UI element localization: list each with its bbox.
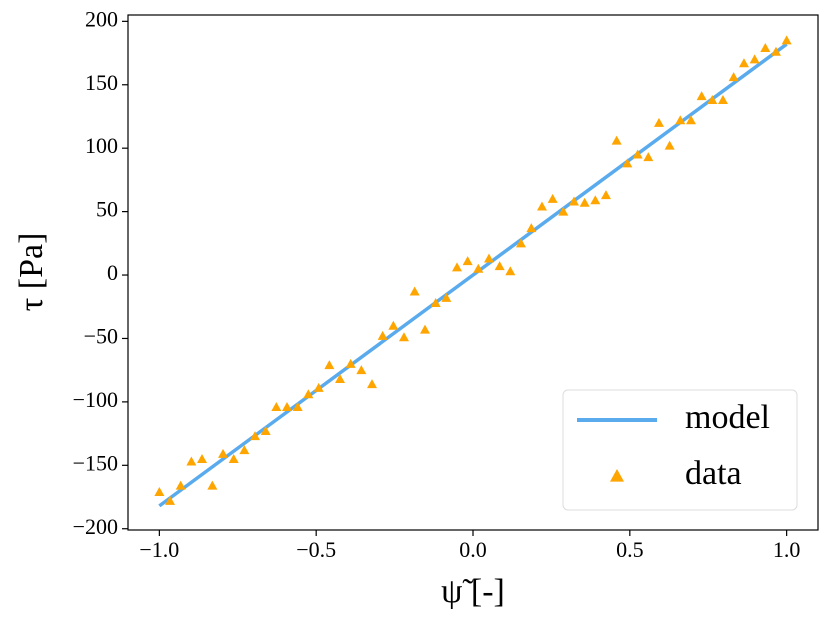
y-tick-label: −200 bbox=[73, 514, 118, 539]
data-point bbox=[313, 382, 324, 392]
data-point bbox=[675, 115, 686, 125]
data-point bbox=[590, 195, 601, 205]
data-point bbox=[367, 379, 378, 389]
data-point bbox=[292, 401, 303, 411]
data-point bbox=[505, 266, 516, 276]
data-point bbox=[175, 480, 186, 490]
data-point bbox=[165, 495, 176, 505]
data-point bbox=[728, 72, 739, 82]
data-point bbox=[452, 262, 463, 272]
legend-label: data bbox=[685, 455, 742, 492]
data-point bbox=[239, 445, 250, 455]
data-point bbox=[707, 94, 718, 104]
data-point bbox=[271, 401, 282, 411]
x-tick-label: −0.5 bbox=[296, 537, 336, 562]
data-point bbox=[643, 152, 654, 162]
data-point bbox=[622, 158, 633, 168]
data-point bbox=[738, 58, 749, 68]
data-point bbox=[483, 253, 494, 263]
data-point bbox=[632, 149, 643, 159]
data-point bbox=[303, 389, 314, 399]
data-point bbox=[154, 486, 165, 496]
x-tick-label: 0.5 bbox=[616, 537, 644, 562]
data-point bbox=[664, 140, 675, 150]
y-tick-label: 50 bbox=[96, 197, 118, 222]
data-point bbox=[324, 360, 335, 370]
data-point bbox=[473, 263, 484, 273]
y-tick-label: 200 bbox=[85, 6, 118, 31]
data-point bbox=[717, 94, 728, 104]
data-point bbox=[388, 320, 399, 330]
x-axis-label: ψ̃ [-] bbox=[441, 573, 505, 610]
data-point bbox=[558, 206, 569, 216]
legend-label: model bbox=[685, 399, 770, 436]
data-point bbox=[579, 197, 590, 207]
legend: model data bbox=[562, 389, 798, 511]
data-point bbox=[420, 324, 431, 334]
y-tick-label: −150 bbox=[73, 450, 118, 475]
data-point bbox=[335, 374, 346, 384]
data-point bbox=[749, 54, 760, 64]
data-point bbox=[547, 193, 558, 203]
data-point bbox=[345, 358, 356, 368]
data-point bbox=[781, 35, 792, 45]
data-point bbox=[526, 223, 537, 233]
x-tick-label: 1.0 bbox=[773, 537, 801, 562]
data-point bbox=[653, 117, 664, 127]
y-tick-label: −100 bbox=[73, 387, 118, 412]
data-point bbox=[494, 261, 505, 271]
data-point bbox=[760, 42, 771, 52]
data-point bbox=[409, 286, 420, 296]
y-axis-label: τ [Pa] bbox=[13, 233, 50, 312]
data-point bbox=[600, 190, 611, 200]
x-tick-label: −1.0 bbox=[139, 537, 179, 562]
data-point bbox=[218, 448, 229, 458]
data-point bbox=[611, 135, 622, 145]
data-point bbox=[515, 238, 526, 248]
x-tick-label: 0.0 bbox=[459, 537, 487, 562]
data-point bbox=[696, 91, 707, 101]
y-tick-label: 0 bbox=[107, 260, 118, 285]
data-point bbox=[186, 456, 197, 466]
data-point bbox=[207, 480, 218, 490]
legend-swatch bbox=[610, 469, 624, 482]
data-point bbox=[377, 330, 388, 340]
data-point bbox=[356, 365, 367, 375]
data-point bbox=[282, 401, 293, 411]
y-tick-label: −50 bbox=[84, 324, 118, 349]
data-point bbox=[197, 453, 208, 463]
plot-frame bbox=[127, 14, 819, 531]
data-point bbox=[568, 196, 579, 206]
data-point bbox=[685, 115, 696, 125]
data-point bbox=[250, 431, 261, 441]
data-point bbox=[260, 426, 271, 436]
data-point bbox=[441, 292, 452, 302]
data-point bbox=[537, 201, 547, 211]
data-point bbox=[399, 332, 409, 342]
y-tick-label: 100 bbox=[85, 133, 118, 158]
data-point bbox=[462, 256, 473, 266]
data-point bbox=[430, 297, 441, 307]
y-tick-label: 150 bbox=[85, 70, 118, 95]
data-point bbox=[770, 46, 781, 56]
data-point bbox=[228, 453, 239, 463]
